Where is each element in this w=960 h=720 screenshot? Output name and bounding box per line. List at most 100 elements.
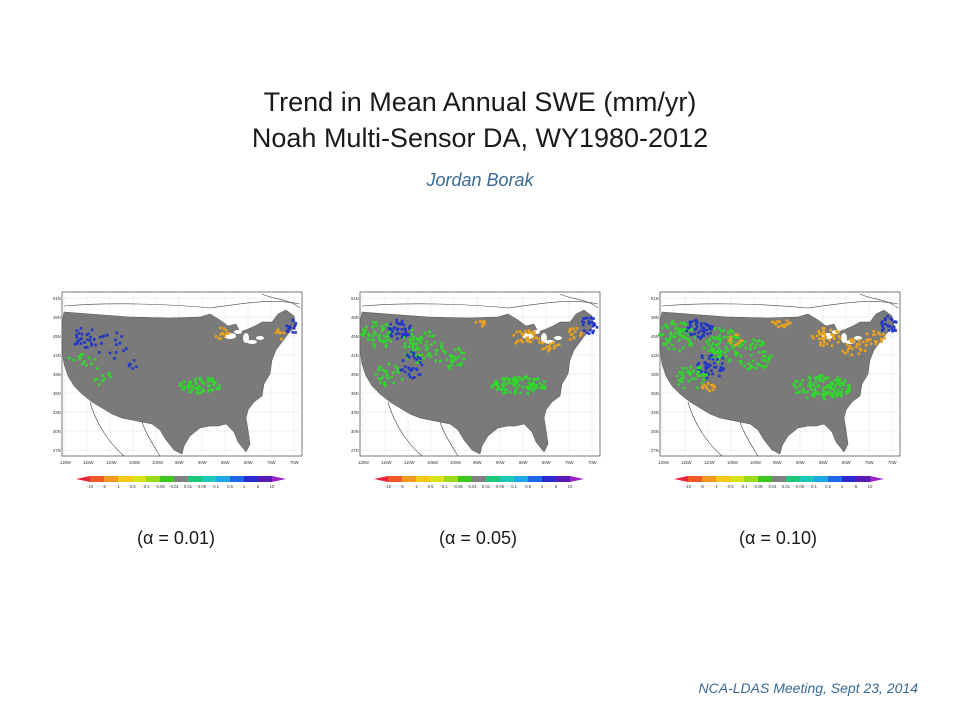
title-line-1: Trend in Mean Annual SWE (mm/yr) [263, 87, 697, 117]
colorbar-swatch [758, 476, 773, 482]
colorbar-swatch [132, 476, 147, 482]
trend-pixel [428, 330, 431, 334]
trend-pixel [371, 334, 375, 338]
trend-pixel [687, 371, 691, 374]
colorbar-swatch [402, 476, 417, 482]
trend-pixel [710, 344, 713, 348]
trend-pixel [581, 323, 585, 327]
trend-pixel [440, 345, 443, 348]
lon-tick-label: 80W [842, 460, 851, 465]
trend-pixel [743, 340, 747, 344]
trend-pixel [387, 338, 390, 342]
colorbar-tick-label: 10 [868, 484, 873, 489]
colorbar-swatch [272, 476, 286, 482]
trend-pixel [533, 330, 536, 334]
colorbar-tick-label: 10 [568, 484, 573, 489]
colorbar-swatch [202, 476, 217, 482]
lon-tick-label: 85W [221, 460, 230, 465]
trend-pixel [849, 338, 852, 341]
colorbar-swatch [146, 476, 161, 482]
trend-pixel [736, 352, 740, 355]
trend-pixel [701, 386, 705, 390]
lat-tick-label: 33N [651, 410, 659, 415]
trend-pixel [365, 326, 368, 329]
trend-pixel [801, 387, 805, 391]
conus-land [61, 309, 297, 455]
trend-pixel [837, 382, 840, 385]
colorbar-tick-label: -0.05 [453, 484, 463, 489]
trend-pixel [830, 392, 833, 395]
trend-pixel [389, 322, 392, 326]
trend-pixel [664, 337, 668, 341]
trend-pixel [460, 361, 463, 365]
lon-tick-label: 70W [290, 460, 299, 465]
trend-pixel [201, 388, 205, 391]
colorbar-swatch [458, 476, 473, 482]
trend-pixel [697, 370, 700, 374]
trend-pixel [288, 325, 292, 328]
trend-pixel [453, 348, 457, 352]
trend-pixel [846, 350, 849, 353]
trend-pixel [367, 333, 370, 336]
trend-pixel [580, 331, 584, 335]
alpha-label-1: (α = 0.01) [137, 528, 215, 548]
trend-pixel [882, 328, 885, 331]
trend-pixel [744, 346, 748, 350]
trend-pixel [822, 331, 826, 335]
trend-pixel [527, 330, 531, 333]
colorbar-tick-label: 0.5 [825, 484, 831, 489]
trend-pixel [99, 341, 103, 345]
lon-tick-label: 80W [244, 460, 253, 465]
trend-pixel [674, 332, 677, 335]
trend-pixel [689, 322, 692, 325]
trend-pixel [864, 349, 867, 353]
trend-pixel [699, 366, 702, 370]
colorbar-tick-label: 1 [243, 484, 246, 489]
trend-pixel [77, 355, 81, 358]
colorbar-swatch [174, 476, 189, 482]
trend-pixel [773, 321, 776, 325]
trend-pixel [867, 338, 870, 342]
trend-pixel [814, 386, 817, 389]
trend-pixel [377, 367, 381, 370]
trend-pixel [727, 341, 730, 345]
trend-pixel [693, 336, 697, 339]
trend-pixel [435, 349, 439, 352]
trend-pixel [399, 368, 403, 372]
trend-pixel [714, 337, 717, 340]
trend-pixel [769, 354, 773, 358]
trend-pixel [430, 343, 433, 346]
trend-pixel [520, 332, 524, 335]
trend-pixel [733, 335, 736, 339]
trend-pixel [194, 379, 197, 382]
trend-pixel [677, 332, 681, 335]
trend-pixel [433, 341, 436, 344]
trend-pixel [734, 333, 738, 336]
colorbar-tick-label: 10 [270, 484, 275, 489]
trend-pixel [82, 360, 86, 364]
trend-pixel [410, 342, 414, 345]
lon-tick-label: 90W [496, 460, 505, 465]
trend-pixel [395, 318, 398, 322]
trend-pixel [682, 386, 685, 390]
trend-pixel [664, 323, 667, 327]
trend-pixel [434, 352, 437, 356]
trend-pixel [715, 351, 718, 354]
trend-pixel [181, 387, 185, 391]
trend-pixel [72, 358, 75, 362]
trend-pixel [381, 368, 385, 372]
trend-pixel [415, 358, 418, 361]
trend-pixel [669, 331, 673, 335]
trend-pixel [739, 339, 742, 343]
trend-pixel [850, 353, 854, 357]
trend-pixel [372, 338, 375, 342]
trend-pixel [396, 369, 399, 373]
trend-pixel [717, 351, 721, 354]
trend-pixel [551, 341, 555, 345]
lon-tick-label: 85W [819, 460, 828, 465]
trend-pixel [822, 396, 825, 399]
trend-pixel [819, 343, 822, 347]
colorbar-swatch [828, 476, 843, 482]
trend-pixel [822, 337, 825, 340]
trend-pixel [568, 328, 572, 331]
